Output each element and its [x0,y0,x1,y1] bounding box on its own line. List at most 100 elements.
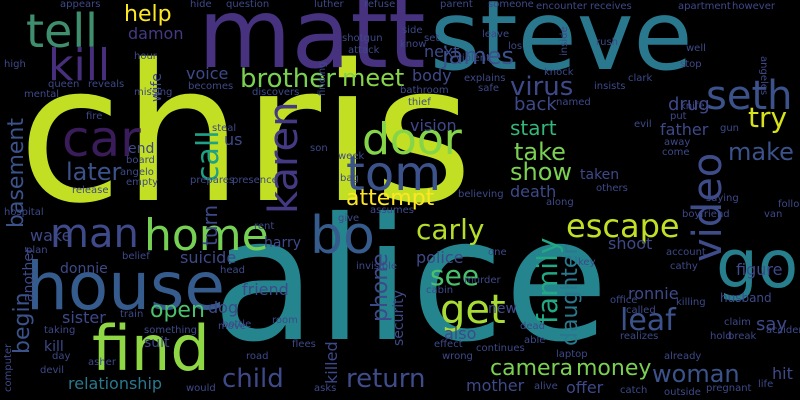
word-angeles: angeles [758,56,769,96]
word-relationship: relationship [68,374,163,393]
word-virus: virus [510,72,574,102]
word-away: away [664,137,691,148]
word-mental: mental [24,89,60,100]
word-however: however [732,1,775,12]
word-also: also [444,324,477,343]
word-evil: evil [634,119,652,130]
word-release: release [72,185,109,196]
word-steve: steve [430,0,693,92]
word-asher: asher [88,357,116,368]
word-killed: killed [322,341,341,384]
word-move: move [218,321,246,332]
word-clark: clark [628,73,653,84]
word-effect: effect [434,339,463,350]
word-shotgun: shotgun [342,33,383,44]
word-outside: outside [664,387,701,398]
word-dead: dead [520,321,545,332]
word-hold: hold [710,331,732,342]
word-show: show [510,158,573,186]
word-police: police [416,248,464,267]
word-murder: murder [464,275,501,286]
word-leave: leave [482,29,510,40]
word-hit: hit [772,364,793,383]
word-camera: camera [490,356,574,381]
word-attack: attack [348,45,380,56]
word-taken: taken [580,167,620,183]
word-laptop: laptop [556,349,588,360]
word-accidentally: accidentally [766,325,800,336]
word-hour: hour [134,51,157,62]
word-shoot: shoot [608,234,653,253]
word-go: go [716,226,799,303]
word-something: something [144,325,197,336]
word-assumes: assumes [370,205,414,216]
word-try: try [748,101,788,134]
word-sister: sister [62,308,106,327]
word-week: week [338,151,365,162]
word-break: break [728,331,757,342]
word-bo: bo [310,206,375,266]
word-empty: empty [126,177,159,188]
word-plan: plan [26,245,48,256]
word-come: come [662,147,690,158]
word-alive: alive [534,381,558,392]
word-friend: friend [242,280,289,299]
word-thief: thief [408,97,431,108]
word-james: james [442,42,515,70]
word-receives: receives [590,1,632,12]
word-already: already [664,351,702,362]
word-home: home [144,210,269,261]
word-son: son [310,143,328,154]
word-tell: tell [26,4,98,58]
word-key: key [578,257,596,268]
word-leaf: leaf [620,303,676,338]
word-explains: explains [464,73,506,84]
word-turn: turn [198,204,222,246]
word-escape: escape [566,207,680,245]
word-hide: hide [190,0,212,10]
word-appears: appears [60,0,101,10]
word-kill-small: kill [44,339,64,355]
word-road: road [246,351,269,362]
word-say: say [756,314,788,335]
word-make: make [728,138,794,166]
word-door: door [362,114,462,165]
word-called: called [626,305,656,316]
word-woman: woman [652,360,740,388]
word-see: see [430,259,480,292]
word-rush: rush [596,37,618,48]
word-gun: gun [720,123,740,134]
word-father: father [660,120,709,139]
word-high: high [4,59,26,70]
word-invisible: invisible [356,261,398,272]
word-suicide: suicide [180,248,237,267]
word-catch: catch [620,385,648,396]
word-los: los [508,41,523,52]
word-pregnant: pregnant [706,383,752,394]
word-brother: brother [240,64,336,94]
word-get: get [440,287,506,333]
word-room: room [272,315,298,326]
word-money: money [576,356,652,381]
word-death: death [510,182,557,201]
word-knife: knife [680,101,705,112]
word-husband: husband [720,291,772,305]
word-vision: vision [410,116,457,135]
word-kill: kill [48,40,111,91]
word-bottle: bottle [222,319,252,330]
word-along: along [546,197,574,208]
word-queen: queen [48,79,80,90]
word-set: set [424,33,440,44]
word-steal: steal [212,123,237,134]
word-following: following [778,199,800,210]
word-karen: karen [261,101,307,215]
word-wrong: wrong [442,351,473,362]
word-belief: belief [122,251,150,262]
word-matt: matt [198,0,426,90]
word-house: house [26,248,226,325]
word-encounter: encounter [536,1,587,12]
word-insists: insists [594,81,626,92]
word-board: board [126,155,155,166]
word-named: named [556,97,591,108]
